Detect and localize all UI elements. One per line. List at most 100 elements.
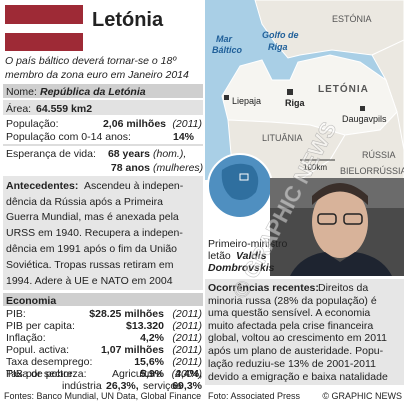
econ-label: PIB per capita: [6, 320, 75, 332]
sector-value: 26,3%, [106, 380, 139, 392]
map-label: RÚSSIA [362, 150, 396, 160]
econ-label: PIB: [6, 308, 26, 320]
economy-rows: PIB: $28.25 milhões (2011) PIB per capita: $… [6, 308, 202, 380]
econ-note: (2011) [172, 332, 202, 344]
map-label: Báltico [212, 45, 243, 55]
paragraph-line: Soviética. Tropas russas retiram em [6, 259, 174, 271]
paragraph-line: após um plano de austeridade. Popu- [208, 345, 384, 357]
photo-glasses [317, 213, 337, 225]
belarus [298, 110, 404, 181]
section-heading: Ocorrências recentes: [208, 282, 319, 294]
sector-name: indústria [62, 380, 102, 392]
econ-value: 1,07 milhões [101, 344, 164, 356]
paragraph-line: URSS em 1940. Recupera a indepen- [6, 227, 183, 239]
map-label: LITUÂNIA [262, 133, 303, 143]
sector-value: 4,4%, [175, 368, 202, 380]
paragraph-line: Ascendeu à indepen- [84, 180, 184, 192]
caption-name: Valdis [236, 250, 267, 262]
subtitle: O país báltico deverá tornar-se o 18º [5, 55, 177, 67]
fact-value: 2,06 milhões [103, 118, 166, 130]
fact-bar [3, 84, 203, 98]
fact-value: 64.559 km2 [36, 103, 92, 115]
caption: Primeiro-ministro [208, 238, 288, 250]
econ-note: (2004) [172, 368, 202, 380]
flag-stripe [5, 24, 83, 33]
sector-name: Agricultura [112, 368, 162, 380]
sector-value: 69,3% [172, 380, 202, 392]
econ-note: (2011) [172, 320, 202, 332]
fact-value: 68 years [108, 148, 150, 160]
fact-label: População: [6, 118, 59, 130]
fact-label: Nome: [6, 86, 37, 98]
econ-note: (2011) [172, 308, 202, 320]
econ-value: $28.25 milhões [89, 308, 164, 320]
paragraph-line: global, voltou ao crescimento em 2011 [208, 332, 387, 344]
map-label: Riga [268, 42, 288, 52]
fact-label: Área: [6, 102, 31, 115]
econ-value: 4,2% [140, 332, 165, 344]
fact-value: 78 anos [111, 162, 150, 174]
caption: letão [208, 250, 231, 262]
photo-face [312, 186, 368, 258]
map-label: Riga [285, 98, 305, 108]
econ-label: PIB por sector: [6, 368, 75, 380]
city-dot [287, 89, 293, 95]
fact-label: Esperança de vida: [6, 148, 96, 160]
section-bar [3, 293, 203, 306]
paragraph-line: minoria russa (28% da população) é [208, 295, 377, 307]
map-label: ESTÓNIA [332, 14, 372, 24]
fact-label: População com 0-14 anos: [6, 131, 131, 143]
photo-suit [290, 252, 392, 276]
paragraph-line: uma questão sensível. A economia [208, 307, 370, 319]
sources: Fontes: Banco Mundial, UN Data, Global F… [4, 391, 201, 401]
fact-bar [3, 100, 203, 115]
globe-marker [239, 173, 249, 181]
econ-value: 15,6% [134, 356, 164, 368]
paragraph-line: 1994. Adere à UE e NATO em 2004 [6, 275, 173, 287]
econ-value: 5,9% [140, 368, 165, 380]
caption-name: Dombrovskis [208, 262, 275, 274]
scale-label: 100km [303, 163, 327, 172]
subtitle: membro da zona euro em Janeiro 2014 [5, 69, 189, 81]
section-heading: Antecedentes: [6, 180, 78, 192]
city-dot [360, 106, 365, 111]
photo-glasses [343, 213, 363, 225]
map-label: LETÓNIA [318, 82, 369, 95]
paragraph-line: dência em 1991 após o fim da União [6, 243, 177, 255]
econ-value: $13.320 [126, 320, 164, 332]
econ-label: Popul. activa: [6, 344, 69, 356]
photo-hair [312, 183, 368, 205]
fact-note: (mulheres) [153, 162, 203, 174]
credit: © GRAPHIC NEWS [322, 391, 402, 401]
paragraph-line: Direitos da [318, 282, 368, 294]
sector-name: serviços [143, 380, 182, 392]
recent-box [205, 279, 404, 385]
fact-value: República da Letónia [40, 86, 146, 98]
paragraph-line: Guerra Mundial, mas é anexada pela [6, 211, 179, 223]
econ-note: (2011) [172, 344, 202, 356]
title: Letónia [92, 9, 164, 31]
city-dot [224, 95, 229, 100]
section-heading: Economia [6, 295, 56, 307]
econ-note: (2011) [172, 356, 202, 368]
paragraph-line: lação reduziu-se 13% de 2001-2011 [208, 358, 376, 370]
econ-label: Taxa desemprego: [6, 356, 92, 368]
paragraph-line: muito afectada pela crise financeira [208, 320, 373, 332]
globe-land [221, 163, 259, 200]
paragraph-line: dência da Rússia após a Primeira [6, 196, 163, 208]
fact-note: (2011) [172, 118, 202, 130]
paragraph-line: devido a emigração e baixa natalidade [208, 371, 388, 383]
map-label: BIELORRÚSSIA [340, 166, 404, 176]
map-label: Daugavpils [342, 114, 387, 124]
map-label: Golfo de [262, 30, 299, 40]
estonia [254, 0, 404, 59]
fact-note: (hom.), [153, 148, 186, 160]
map-label: Liepaja [232, 96, 261, 106]
econ-label: Taxa de pobreza: [6, 368, 87, 380]
fact-value: 14% [173, 131, 195, 143]
background-box [3, 176, 203, 290]
photo-credit: Foto: Associated Press [208, 391, 301, 401]
econ-label: Inflação: [6, 332, 46, 344]
map-label: Mar [216, 34, 233, 44]
